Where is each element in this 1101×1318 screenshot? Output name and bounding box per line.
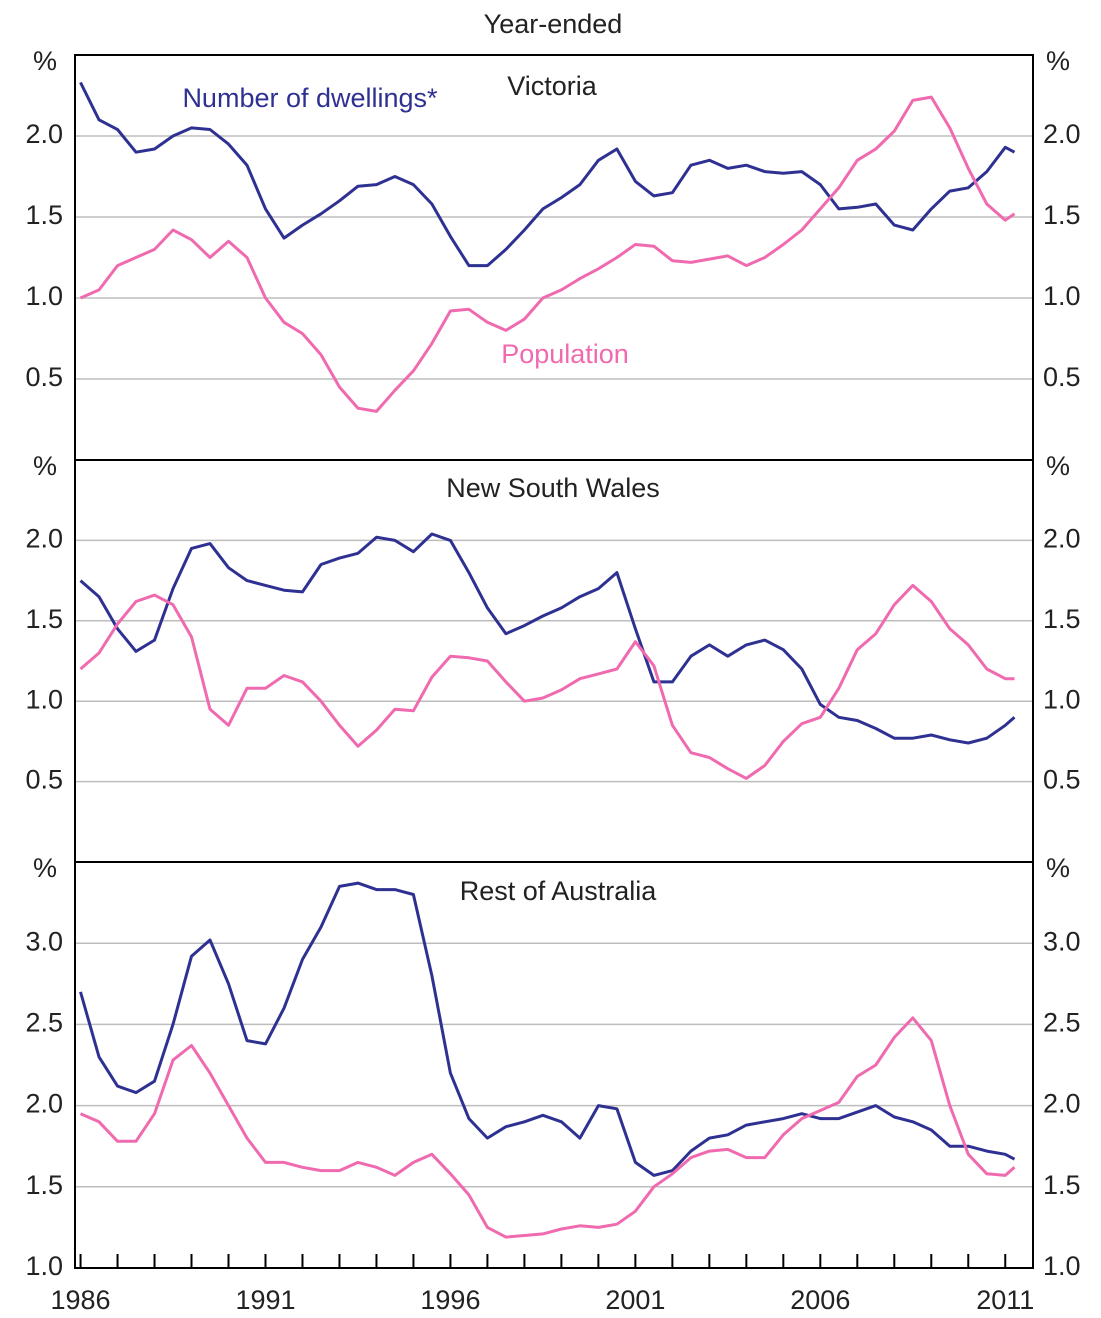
y2-tick-label: 2.0	[1043, 1089, 1081, 1119]
y-tick-label: 1.5	[25, 200, 63, 230]
panel-frame	[74, 54, 1034, 461]
subtitle: Year-ended	[484, 9, 623, 39]
panel-frame	[74, 861, 1034, 1269]
y2-tick-label: 1.0	[1043, 684, 1081, 714]
series-line	[79, 532, 1016, 745]
y-tick-label: 1.5	[25, 1170, 63, 1200]
y2-unit-label: %	[1046, 46, 1070, 76]
panel-title: Victoria	[507, 71, 598, 101]
y-tick-label: 2.0	[25, 1089, 63, 1119]
y-tick-label: 3.0	[25, 926, 63, 956]
series-line	[79, 1016, 1016, 1239]
y2-tick-label: 3.0	[1043, 926, 1081, 956]
series-line	[79, 881, 1016, 1177]
y-tick-label: 0.5	[25, 362, 63, 392]
y2-tick-label: 1.0	[1043, 1251, 1081, 1281]
y2-tick-label: 0.5	[1043, 765, 1081, 795]
y-tick-label: 0.5	[25, 765, 63, 795]
series-label: Number of dwellings*	[182, 83, 438, 113]
y2-tick-label: 2.0	[1043, 524, 1081, 554]
y-tick-label: 2.0	[25, 119, 63, 149]
panel-frame	[74, 459, 1034, 863]
x-tick-label: 2001	[605, 1285, 665, 1315]
y-tick-label: 1.5	[25, 604, 63, 634]
x-tick-label: 1991	[235, 1285, 295, 1315]
y-unit-label: %	[33, 451, 57, 481]
series-line	[79, 583, 1015, 780]
y2-tick-label: 1.5	[1043, 200, 1081, 230]
y-unit-label: %	[33, 46, 57, 76]
x-tick-label: 1996	[420, 1285, 480, 1315]
y2-tick-label: 0.5	[1043, 362, 1081, 392]
series-label: Population	[501, 339, 629, 369]
series-line	[79, 95, 1016, 413]
y-tick-label: 1.0	[25, 1251, 63, 1281]
y2-tick-label: 1.0	[1043, 281, 1081, 311]
y2-tick-label: 1.5	[1043, 1170, 1081, 1200]
y2-tick-label: 2.0	[1043, 119, 1081, 149]
y2-unit-label: %	[1046, 451, 1070, 481]
y-unit-label: %	[33, 853, 57, 883]
y-tick-label: 1.0	[25, 281, 63, 311]
y-tick-label: 1.0	[25, 684, 63, 714]
x-tick-label: 2006	[790, 1285, 850, 1315]
series-line	[79, 81, 1016, 268]
y2-unit-label: %	[1046, 853, 1070, 883]
x-tick-label: 1986	[51, 1285, 111, 1315]
y-tick-label: 2.0	[25, 524, 63, 554]
y-tick-label: 2.5	[25, 1008, 63, 1038]
panel-title: New South Wales	[446, 473, 660, 503]
panel-title: Rest of Australia	[460, 876, 658, 906]
y2-tick-label: 1.5	[1043, 604, 1081, 634]
y2-tick-label: 2.5	[1043, 1008, 1081, 1038]
x-tick-label: 2011	[976, 1285, 1034, 1315]
